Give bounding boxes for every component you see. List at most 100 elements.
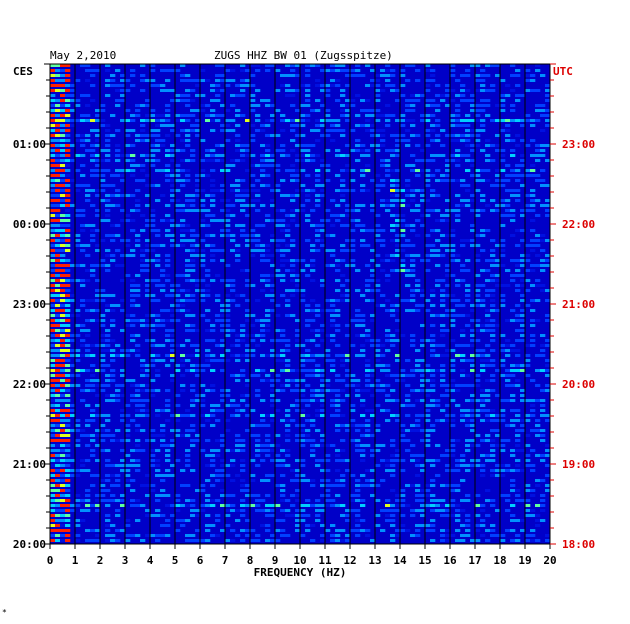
spectrogram-cell	[310, 444, 316, 447]
spectrogram-cell	[335, 204, 341, 207]
spectrogram-cell	[475, 174, 481, 177]
spectrogram-cell	[325, 119, 331, 122]
spectrogram-cell	[190, 329, 196, 332]
spectrogram-cell	[460, 139, 466, 142]
spectrogram-cell	[225, 349, 231, 352]
spectrogram-cell	[70, 144, 76, 147]
spectrogram-cell	[480, 149, 486, 152]
spectrogram-cell	[425, 409, 431, 412]
spectrogram-cell	[260, 244, 266, 247]
spectrogram-cell	[475, 294, 481, 297]
spectrogram-cell	[130, 449, 136, 452]
spectrogram-cell	[115, 104, 121, 107]
spectrogram-cell	[230, 354, 236, 357]
spectrogram-cell	[165, 149, 171, 152]
spectrogram-cell	[195, 514, 201, 517]
spectrogram-cell	[425, 214, 431, 217]
spectrogram-cell	[285, 514, 291, 517]
spectrogram-cell	[140, 214, 146, 217]
spectrogram-cell	[105, 214, 111, 217]
spectrogram-cell	[55, 344, 61, 347]
spectrogram-cell	[295, 169, 301, 172]
spectrogram-cell	[245, 359, 251, 362]
spectrogram-cell	[325, 454, 331, 457]
spectrogram-cell	[480, 269, 486, 272]
spectrogram-cell	[160, 514, 166, 517]
spectrogram-cell	[365, 264, 371, 267]
spectrogram-cell	[60, 359, 66, 362]
spectrogram-cell	[345, 519, 351, 522]
spectrogram-cell	[325, 149, 331, 152]
spectrogram-cell	[245, 484, 251, 487]
spectrogram-cell	[110, 494, 116, 497]
spectrogram-cell	[355, 354, 361, 357]
spectrogram-cell	[215, 144, 221, 147]
spectrogram-cell	[130, 219, 136, 222]
spectrogram-cell	[100, 199, 106, 202]
spectrogram-cell	[410, 94, 416, 97]
spectrogram-cell	[505, 319, 511, 322]
spectrogram-cell	[55, 464, 61, 467]
spectrogram-cell	[500, 214, 506, 217]
spectrogram-cell	[195, 284, 201, 287]
spectrogram-cell	[540, 264, 546, 267]
spectrogram-cell	[240, 294, 246, 297]
spectrogram-cell	[370, 539, 376, 542]
spectrogram-cell	[420, 169, 426, 172]
spectrogram-cell	[55, 349, 61, 352]
spectrogram-cell	[545, 144, 551, 147]
spectrogram-cell	[365, 169, 371, 172]
spectrogram-cell	[55, 224, 61, 227]
spectrogram-cell	[90, 484, 96, 487]
spectrogram-cell	[455, 154, 461, 157]
spectrogram-cell	[535, 484, 541, 487]
right-time-label: 21:00	[562, 298, 595, 311]
spectrogram-cell	[55, 379, 61, 382]
spectrogram-cell	[50, 209, 56, 212]
spectrogram-cell	[425, 529, 431, 532]
spectrogram-cell	[125, 324, 131, 327]
spectrogram-cell	[460, 539, 466, 542]
spectrogram-cell	[160, 534, 166, 537]
spectrogram-cell	[355, 479, 361, 482]
spectrogram-cell	[510, 409, 516, 412]
spectrogram-cell	[270, 104, 276, 107]
spectrogram-cell	[370, 134, 376, 137]
spectrogram-cell	[515, 469, 521, 472]
spectrogram-cell	[275, 269, 281, 272]
spectrogram-cell	[265, 64, 271, 67]
spectrogram-cell	[490, 279, 496, 282]
spectrogram-cell	[490, 474, 496, 477]
spectrogram-cell	[195, 124, 201, 127]
spectrogram-cell	[385, 74, 391, 77]
spectrogram-cell	[185, 454, 191, 457]
spectrogram-cell	[410, 229, 416, 232]
spectrogram-cell	[415, 499, 421, 502]
spectrogram-cell	[375, 429, 381, 432]
spectrogram-cell	[310, 449, 316, 452]
spectrogram-cell	[275, 329, 281, 332]
spectrogram-cell	[220, 129, 226, 132]
spectrogram-cell	[515, 134, 521, 137]
spectrogram-cell	[530, 239, 536, 242]
spectrogram-cell	[190, 209, 196, 212]
spectrogram-cell	[305, 149, 311, 152]
spectrogram-cell	[405, 109, 411, 112]
spectrogram-cell	[510, 149, 516, 152]
spectrogram-cell	[350, 149, 356, 152]
spectrogram-cell	[55, 329, 61, 332]
spectrogram-cell	[430, 379, 436, 382]
spectrogram-cell	[490, 64, 496, 67]
spectrogram-cell	[500, 449, 506, 452]
spectrogram-cell	[390, 189, 396, 192]
spectrogram-cell	[60, 79, 66, 82]
spectrogram-cell	[445, 219, 451, 222]
spectrogram-cell	[150, 439, 156, 442]
spectrogram-cell	[495, 369, 501, 372]
spectrogram-cell	[60, 284, 66, 287]
spectrogram-cell	[530, 494, 536, 497]
spectrogram-cell	[55, 439, 61, 442]
spectrogram-cell	[400, 74, 406, 77]
spectrogram-cell	[360, 154, 366, 157]
spectrogram-cell	[530, 74, 536, 77]
